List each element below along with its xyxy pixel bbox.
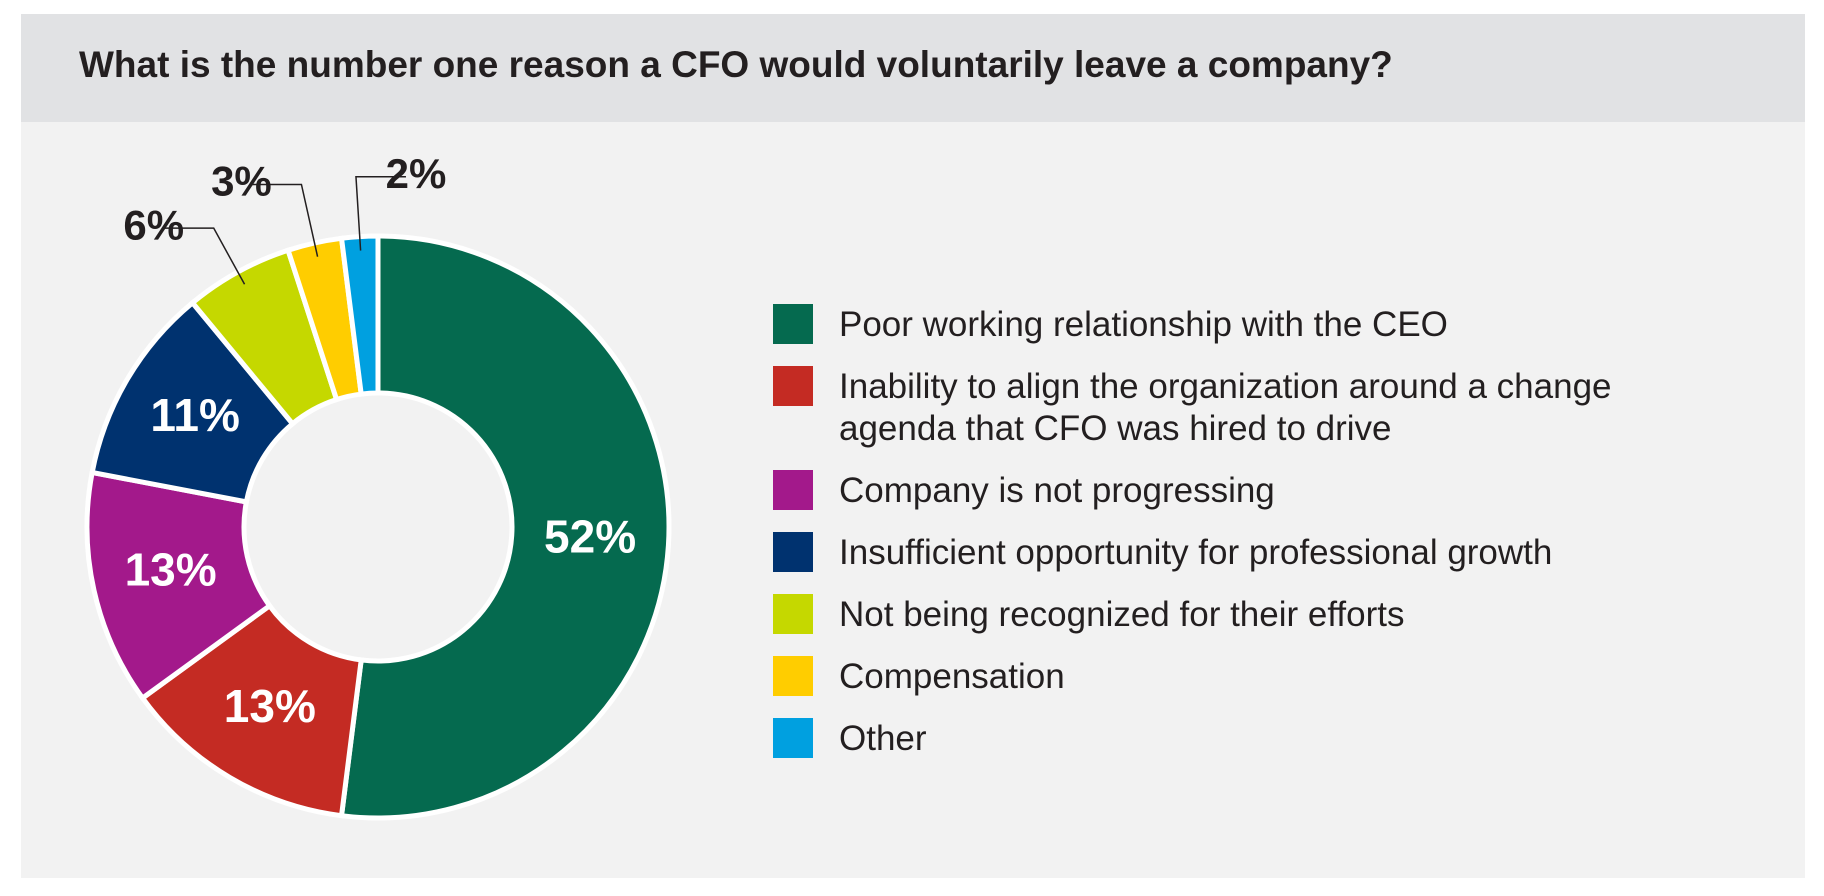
value-label: 13% — [224, 680, 316, 732]
legend-swatch — [773, 366, 813, 406]
value-label: 3% — [211, 158, 272, 205]
value-label: 52% — [544, 510, 636, 562]
value-label: 2% — [386, 150, 447, 197]
donut-slice — [338, 233, 672, 821]
legend: Poor working relationship with the CEO In… — [773, 304, 1773, 760]
legend-swatch — [773, 718, 813, 758]
legend-label: Company is not progressing — [839, 471, 1275, 510]
legend-swatch — [773, 656, 813, 696]
legend-swatch — [773, 532, 813, 572]
legend-item: Compensation — [773, 656, 1773, 698]
legend-label: Other — [839, 719, 927, 758]
leader-line — [163, 227, 246, 285]
legend-item: Poor working relationship with the CEO — [773, 304, 1773, 346]
value-label: 13% — [125, 544, 217, 596]
donut-slice — [84, 469, 274, 702]
chart-title: What is the number one reason a CFO woul… — [79, 44, 1393, 85]
legend-label: Not being recognized for their efforts — [839, 595, 1405, 634]
legend-item: Not being recognized for their efforts — [773, 594, 1773, 636]
legend-item: Other — [773, 718, 1773, 760]
legend-item: Company is not progressing — [773, 470, 1773, 512]
legend-label: Poor working relationship with the CEO — [839, 305, 1448, 344]
leader-line — [251, 183, 319, 257]
leader-line — [355, 175, 406, 251]
legend-label: Insufficient opportunity for professiona… — [839, 533, 1553, 572]
legend-swatch — [773, 594, 813, 634]
legend-label: Compensation — [839, 657, 1065, 696]
value-label: 6% — [123, 201, 184, 248]
value-label: 11% — [150, 389, 240, 441]
legend-label: Inability to align the organization arou… — [839, 367, 1612, 448]
header: What is the number one reason a CFO woul… — [21, 14, 1805, 122]
legend-item: Inability to align the organization arou… — [773, 366, 1773, 450]
legend-item: Insufficient opportunity for professiona… — [773, 532, 1773, 574]
legend-swatch — [773, 304, 813, 344]
donut-slice — [89, 299, 297, 505]
legend-swatch — [773, 470, 813, 510]
donut-slice — [338, 233, 381, 397]
donut-slice — [139, 602, 364, 819]
